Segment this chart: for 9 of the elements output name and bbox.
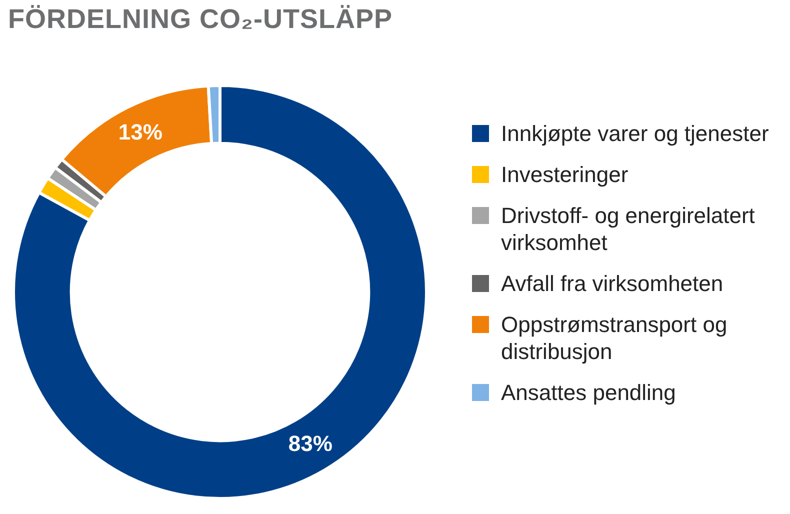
- legend-label: Drivstoff- og energirelatert virksomhet: [501, 202, 756, 256]
- data-label: 13%: [118, 119, 162, 144]
- legend-label: Investeringer: [501, 161, 628, 188]
- legend-label: Avfall fra virksomheten: [501, 270, 724, 297]
- legend-label: Oppstrømstransport og distribusjon: [501, 311, 728, 365]
- legend-label: Ansattes pendling: [501, 379, 676, 406]
- data-label: 83%: [288, 430, 332, 456]
- legend-label: Innkjøpte varer og tjenester: [501, 120, 769, 147]
- chart-title: FÖRDELNING CO₂-UTSLÄPP: [8, 4, 392, 35]
